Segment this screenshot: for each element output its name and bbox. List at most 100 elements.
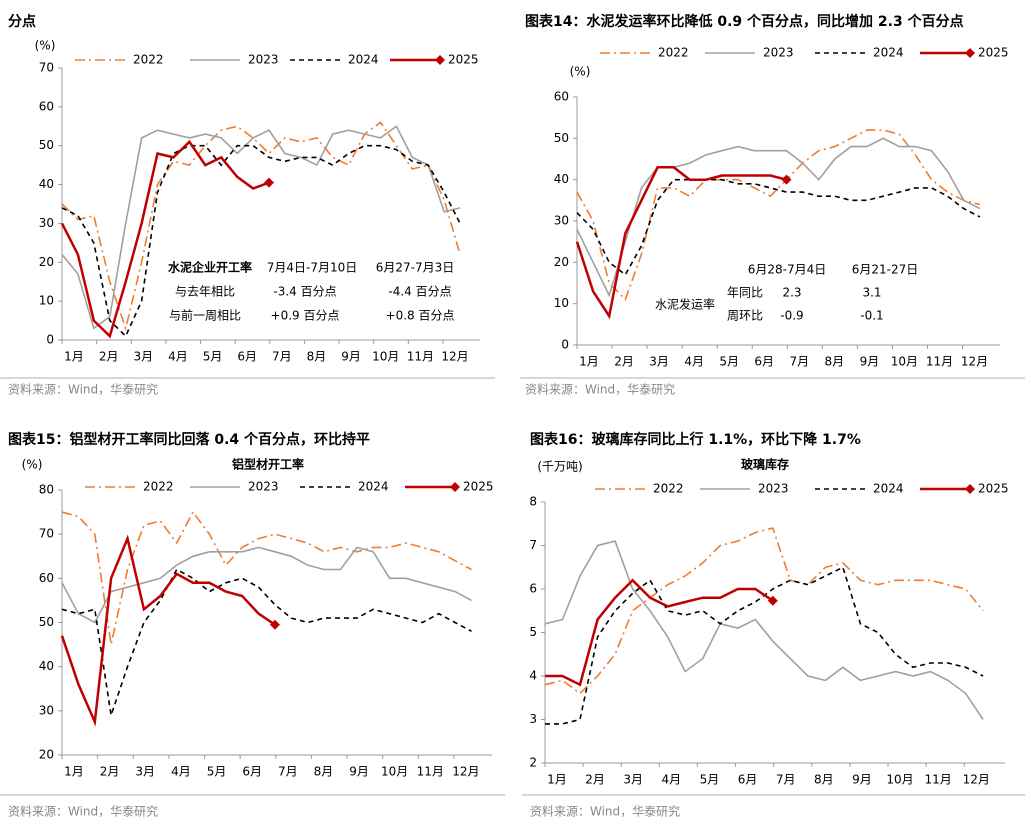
x-tick-label: 9月 [349, 765, 369, 779]
y-tick-label: 2 [529, 756, 537, 770]
x-tick-label: 4月 [171, 765, 191, 779]
y-tick-label: 70 [39, 527, 54, 541]
x-tick-label: 9月 [341, 350, 361, 364]
x-tick-label: 2月 [585, 773, 605, 787]
x-tick-label: 11月 [925, 773, 952, 787]
x-tick-label: 4月 [168, 350, 188, 364]
end-marker [264, 177, 275, 188]
legend-label: 2023 [758, 482, 789, 496]
end-marker [269, 619, 280, 630]
y-tick-label: 5 [529, 625, 537, 639]
y-tick-label: 6 [529, 582, 537, 596]
series-line [545, 578, 774, 687]
x-tick-label: 5月 [719, 355, 739, 369]
y-tick-label: 80 [39, 483, 54, 497]
series-line [60, 534, 276, 727]
x-tick-label: 10月 [381, 765, 408, 779]
x-tick-label: 7月 [789, 355, 809, 369]
y-tick-label: 10 [554, 296, 569, 310]
series-line [61, 121, 461, 332]
y-tick-label: 60 [39, 99, 54, 113]
source: 资料来源：Wind，华泰研究 [8, 382, 158, 397]
x-tick-label: 7月 [272, 350, 292, 364]
legend-label: 2023 [763, 46, 794, 60]
legend-label: 2024 [873, 482, 904, 496]
y-tick-label: 30 [39, 216, 54, 230]
table-cell: 与前一周相比 [169, 308, 241, 323]
legend-label: 2024 [358, 480, 389, 494]
y-tick-label: 50 [554, 131, 569, 145]
y-tick-label: 60 [39, 571, 54, 585]
table-cell: 年同比 [727, 286, 763, 300]
legend-label: 2022 [143, 480, 174, 494]
x-tick-label: 9月 [860, 355, 880, 369]
x-tick-label: 8月 [825, 355, 845, 369]
chart-header: 分点 [8, 13, 36, 30]
y-tick-label: 7 [529, 538, 537, 552]
table-header: 6月27-7月3日 [376, 261, 455, 275]
source: 资料来源：Wind，华泰研究 [525, 382, 675, 397]
series-line [61, 510, 472, 645]
y-tick-label: 40 [39, 177, 54, 191]
legend-marker [965, 48, 975, 58]
x-tick-label: 2月 [614, 355, 634, 369]
series-line [576, 137, 981, 298]
y-tick-label: 20 [554, 255, 569, 269]
x-tick-label: 10月 [886, 773, 913, 787]
y-tick-label: 4 [529, 669, 537, 683]
legend-label: 2024 [873, 46, 904, 60]
y-tick-label: 50 [39, 138, 54, 152]
series-line [61, 144, 461, 338]
table-cell: 与去年相比 [175, 285, 235, 299]
x-tick-label: 11月 [926, 355, 953, 369]
x-tick-label: 3月 [623, 773, 643, 787]
x-tick-label: 8月 [307, 350, 327, 364]
x-tick-label: 8月 [314, 765, 334, 779]
legend-marker [435, 55, 445, 65]
chart-header: 图表16：玻璃库存同比上行 1.1%，环比下降 1.7% [530, 431, 861, 448]
legend-label: 2023 [248, 53, 279, 67]
y-tick-label: 8 [529, 495, 537, 509]
table-cell: -0.1 [860, 309, 883, 323]
x-tick-label: 3月 [133, 350, 153, 364]
series-line [61, 546, 472, 624]
x-tick-label: 6月 [754, 355, 774, 369]
x-tick-label: 1月 [64, 765, 84, 779]
x-tick-label: 12月 [961, 355, 988, 369]
y-tick-label: 60 [554, 90, 569, 104]
y-axis-unit: (千万吨) [537, 460, 582, 474]
y-tick-label: 0 [46, 333, 54, 347]
x-tick-label: 7月 [278, 765, 298, 779]
x-tick-label: 11月 [407, 350, 434, 364]
y-axis-unit: (%) [22, 458, 43, 472]
x-tick-label: 8月 [814, 773, 834, 787]
y-axis-unit: (%) [35, 39, 56, 53]
x-tick-label: 1月 [579, 355, 599, 369]
x-tick-label: 5月 [207, 765, 227, 779]
x-tick-label: 12月 [452, 765, 479, 779]
table-header: 6月21-27日 [852, 263, 919, 277]
x-tick-label: 1月 [547, 773, 567, 787]
x-tick-label: 4月 [684, 355, 704, 369]
chart-title: 玻璃库存 [741, 457, 789, 472]
x-tick-label: 12月 [963, 773, 990, 787]
legend-label: 2023 [248, 480, 279, 494]
chart-header: 图表14：水泥发运率环比降低 0.9 个百分点，同比增加 2.3 个百分点 [525, 13, 964, 30]
x-tick-label: 5月 [203, 350, 223, 364]
series-line [545, 566, 984, 725]
y-tick-label: 30 [554, 214, 569, 228]
legend-label: 2024 [348, 53, 379, 67]
table-cell: +0.9 百分点 [271, 309, 340, 323]
legend-label: 2025 [978, 46, 1009, 60]
y-tick-label: 20 [39, 255, 54, 269]
end-marker [767, 595, 778, 606]
legend-label: 2022 [658, 46, 689, 60]
y-axis-unit: (%) [570, 65, 591, 79]
x-tick-label: 10月 [372, 350, 399, 364]
y-tick-label: 30 [39, 703, 54, 717]
table-header: 7月4日-7月10日 [267, 261, 358, 275]
x-tick-label: 3月 [649, 355, 669, 369]
y-tick-label: 40 [39, 659, 54, 673]
x-tick-label: 5月 [700, 773, 720, 787]
